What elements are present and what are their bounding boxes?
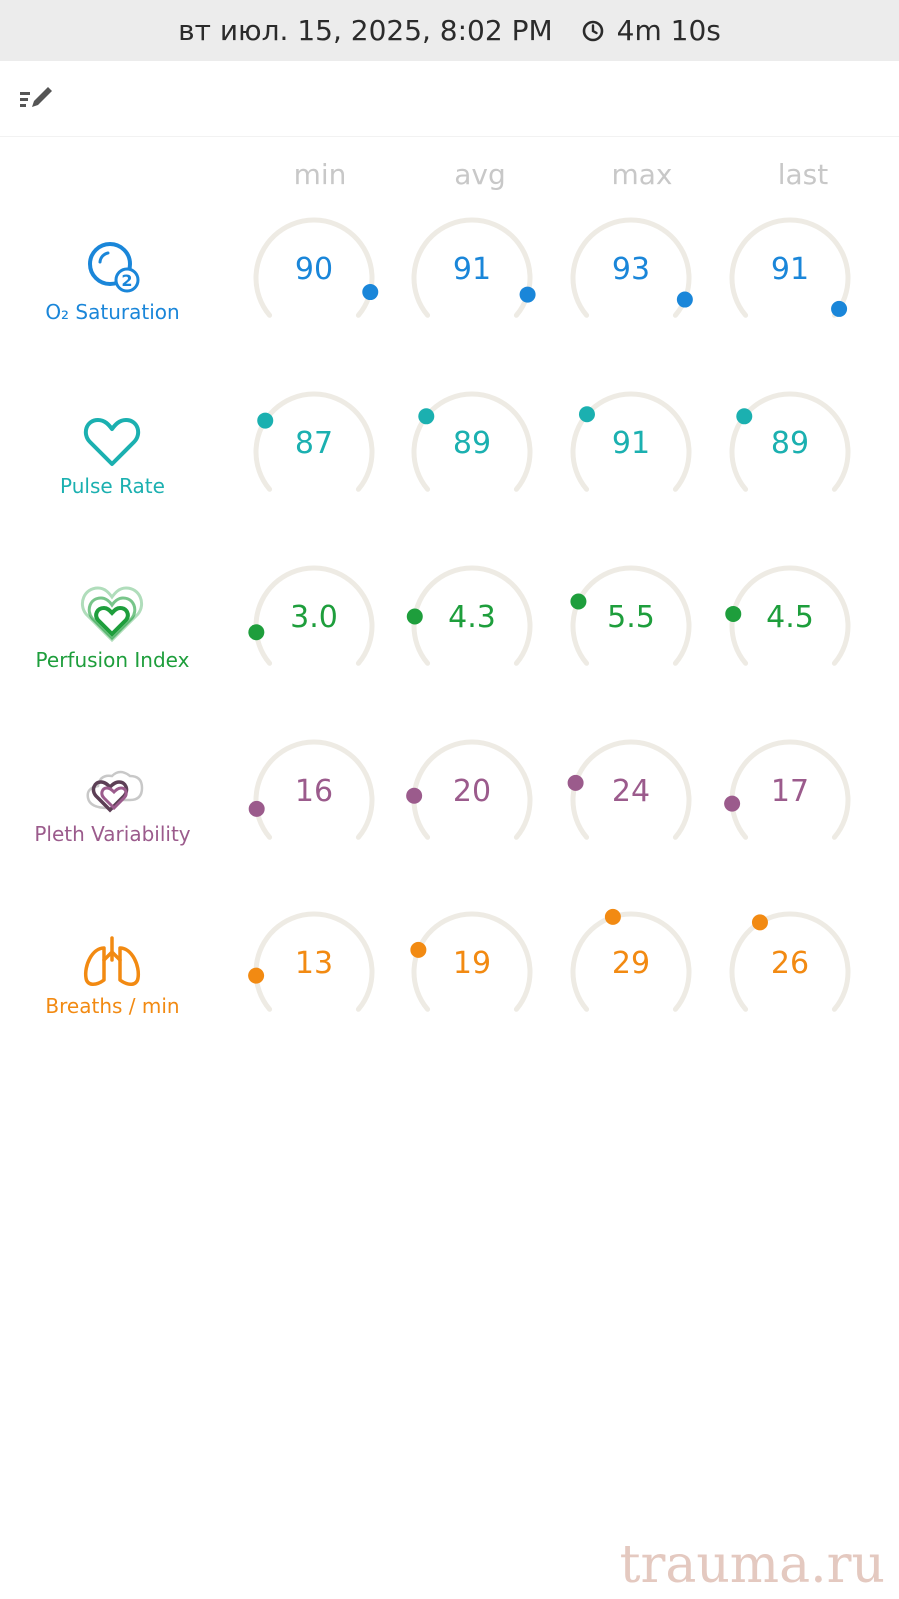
gauge-indicator-dot	[519, 286, 536, 303]
gauge-track	[729, 911, 851, 1012]
session-duration: 4m 10s	[616, 14, 721, 47]
svg-text:2: 2	[121, 271, 132, 290]
status-bar: вт июл. 15, 2025, 8:02 PM 4m 10s	[0, 0, 899, 61]
gauge-value: 24	[611, 774, 651, 809]
gauge-indicator-dot	[257, 412, 274, 429]
column-header-max: max	[611, 158, 673, 191]
gauge-value: 91	[611, 426, 651, 461]
o2-saturation-icon: 2	[88, 242, 140, 293]
gauge-value: 26	[770, 946, 810, 981]
edit-list-icon[interactable]	[18, 83, 58, 115]
gauge-value: 89	[452, 426, 492, 461]
session-datetime: вт июл. 15, 2025, 8:02 PM	[178, 14, 553, 47]
gauge-track	[729, 565, 851, 666]
gauge-pulse-rate-max: 91	[567, 388, 707, 508]
gauge-pulse-rate-avg: 89	[408, 388, 548, 508]
gauge-breaths-per-min-min: 13	[248, 908, 390, 1028]
lungs-icon	[83, 936, 141, 986]
metric-label-o2-saturation: O₂ Saturation	[45, 300, 180, 324]
gauge-indicator-dot	[736, 408, 753, 425]
gauge-indicator-dot	[248, 967, 265, 984]
gauge-track	[253, 217, 375, 318]
gauge-track	[253, 391, 375, 492]
gauge-indicator-dot	[604, 908, 621, 925]
gauge-track	[411, 911, 533, 1012]
gauge-indicator-dot	[831, 300, 848, 317]
gauge-indicator-dot	[725, 605, 742, 622]
toolbar	[0, 61, 899, 137]
gauge-indicator-dot	[248, 624, 265, 641]
gauge-indicator-dot	[570, 593, 587, 610]
gauge-value: 20	[452, 774, 492, 809]
gauge-perfusion-index-min: 3.0	[248, 562, 390, 682]
gauge-indicator-dot	[676, 291, 693, 308]
gauge-track	[253, 739, 375, 840]
gauge-breaths-per-min-max: 29	[567, 908, 707, 1028]
metric-label-pulse-rate: Pulse Rate	[60, 474, 165, 498]
gauge-indicator-dot	[248, 800, 265, 817]
gauge-track	[570, 739, 692, 840]
gauge-perfusion-index-avg: 4.3	[406, 562, 548, 682]
gauge-value: 91	[770, 252, 810, 287]
gauge-o2-saturation-max: 93	[567, 214, 707, 334]
gauge-indicator-dot	[567, 774, 584, 791]
gauge-value: 89	[770, 426, 810, 461]
gauge-breaths-per-min-last: 26	[726, 908, 866, 1028]
gauge-indicator-dot	[751, 914, 768, 931]
gauge-value: 5.5	[607, 600, 655, 635]
gauge-track	[411, 217, 533, 318]
gauge-value: 91	[452, 252, 492, 287]
gauge-pleth-variability-max: 24	[567, 736, 707, 856]
gauge-track	[570, 391, 692, 492]
gauge-indicator-dot	[362, 284, 379, 301]
gauge-pleth-variability-last: 17	[724, 736, 866, 856]
gauge-value: 4.3	[448, 600, 496, 635]
gauge-breaths-per-min-avg: 19	[408, 908, 548, 1028]
gauge-indicator-dot	[724, 795, 741, 812]
gauge-indicator-dot	[406, 608, 423, 625]
gauge-perfusion-index-max: 5.5	[567, 562, 707, 682]
gauge-indicator-dot	[406, 787, 423, 804]
gauge-indicator-dot	[418, 408, 435, 425]
column-header-last: last	[777, 158, 829, 191]
gauge-pleth-variability-min: 16	[248, 736, 390, 856]
gauge-value: 93	[611, 252, 651, 287]
gauge-indicator-dot	[410, 941, 427, 958]
gauge-value: 4.5	[766, 600, 814, 635]
gauge-value: 13	[294, 946, 334, 981]
gauge-o2-saturation-last: 91	[726, 214, 866, 334]
perfusion-heart-icon	[81, 586, 143, 643]
gauge-value: 3.0	[290, 600, 338, 635]
pleth-heart-icon	[86, 770, 144, 813]
gauge-o2-saturation-avg: 91	[408, 214, 548, 334]
gauge-track	[411, 565, 533, 666]
column-header-min: min	[293, 158, 347, 191]
gauge-pulse-rate-last: 89	[726, 388, 866, 508]
metric-label-perfusion-index: Perfusion Index	[35, 648, 190, 672]
gauge-value: 87	[294, 426, 334, 461]
gauge-value: 29	[611, 946, 651, 981]
gauge-track	[570, 911, 692, 1012]
gauge-track	[411, 391, 533, 492]
gauge-value: 90	[294, 252, 334, 287]
gauge-track	[729, 217, 851, 318]
gauge-value: 16	[294, 774, 334, 809]
column-header-avg: avg	[454, 158, 506, 191]
gauge-pleth-variability-avg: 20	[406, 736, 548, 856]
gauge-value: 19	[452, 946, 492, 981]
gauge-indicator-dot	[578, 406, 595, 423]
metric-label-breaths-per-min: Breaths / min	[45, 994, 180, 1018]
gauge-track	[729, 391, 851, 492]
gauge-o2-saturation-min: 90	[250, 214, 390, 334]
gauge-track	[570, 565, 692, 666]
heart-icon	[83, 418, 141, 466]
gauge-pulse-rate-min: 87	[250, 388, 390, 508]
watermark: trauma.ru	[619, 1535, 885, 1595]
gauge-perfusion-index-last: 4.5	[725, 562, 866, 682]
clock-icon	[582, 20, 603, 41]
metric-label-pleth-variability: Pleth Variability	[34, 822, 191, 846]
gauge-value: 17	[770, 774, 810, 809]
gauge-track	[570, 217, 692, 318]
